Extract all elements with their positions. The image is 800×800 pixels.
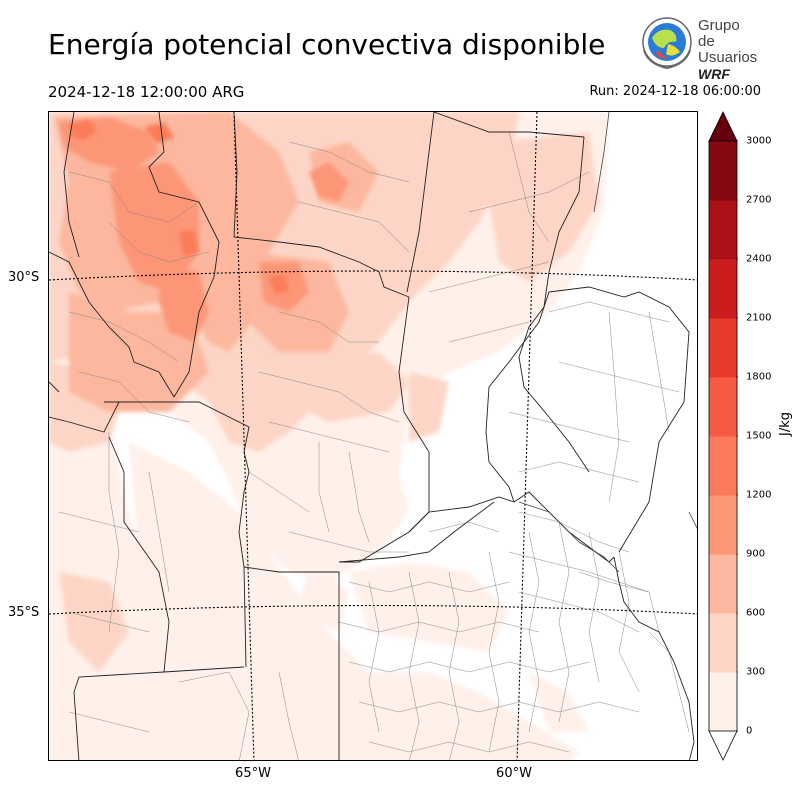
colorbar-segment <box>709 141 737 201</box>
lon-label-65w: 65°W <box>235 766 271 781</box>
colorbar-tick-label: 600 <box>746 607 766 619</box>
logo-line3: WRF <box>698 66 730 82</box>
logo-text: Grupo de Usuarios WRF <box>698 17 760 83</box>
lat-label-30s: 30°S <box>8 270 40 285</box>
colorbar-tick-label: 300 <box>746 666 766 678</box>
colorbar-tick-label: 2100 <box>746 312 772 324</box>
colorbar-segment <box>709 318 737 378</box>
colorbar-tick-label: 1800 <box>746 371 772 383</box>
cape-field-1200 <box>69 120 289 294</box>
colorbar-tick-label: 2400 <box>746 253 772 265</box>
province-borders <box>49 112 695 760</box>
colorbar-segment <box>709 672 737 732</box>
coastline <box>518 112 697 573</box>
colorbar-tick-label: 1500 <box>746 430 772 442</box>
colorbar-segment <box>709 495 737 555</box>
graticule <box>49 112 697 760</box>
colorbar-over-extension <box>708 111 738 142</box>
valid-time: 2024-12-18 12:00:00 ARG <box>48 83 245 101</box>
colorbar-unit-label: J/kg <box>778 412 793 436</box>
wrf-globe-icon <box>642 17 692 70</box>
lat-label-35s: 35°S <box>8 605 40 620</box>
colorbar-segment <box>709 200 737 260</box>
logo-line1: Grupo de <box>698 17 740 50</box>
page-title: Energía potencial convectiva disponible <box>48 28 606 61</box>
colorbar-under-extension <box>708 730 738 761</box>
colorbar-tick-label: 3000 <box>746 135 772 147</box>
colorbar-segment <box>709 436 737 496</box>
colorbar-segment <box>709 259 737 319</box>
run-time: Run: 2024-12-18 06:00:00 <box>589 84 761 99</box>
colorbar-segment <box>709 554 737 614</box>
cape-map <box>48 111 698 761</box>
colorbar-tick-label: 1200 <box>746 489 772 501</box>
colorbar-segment <box>709 377 737 437</box>
department-borders <box>58 131 690 760</box>
logo-line2: Usuarios <box>698 49 758 66</box>
colorbar-tick-label: 2700 <box>746 194 772 206</box>
wrf-logo: Grupo de Usuarios WRF <box>638 14 760 82</box>
map-canvas <box>49 112 697 760</box>
colorbar-tick-label: 900 <box>746 548 766 560</box>
colorbar-segment <box>709 613 737 673</box>
colorbar-tick-label: 0 <box>746 725 753 737</box>
colorbar <box>708 111 738 761</box>
lon-label-60w: 60°W <box>496 766 532 781</box>
